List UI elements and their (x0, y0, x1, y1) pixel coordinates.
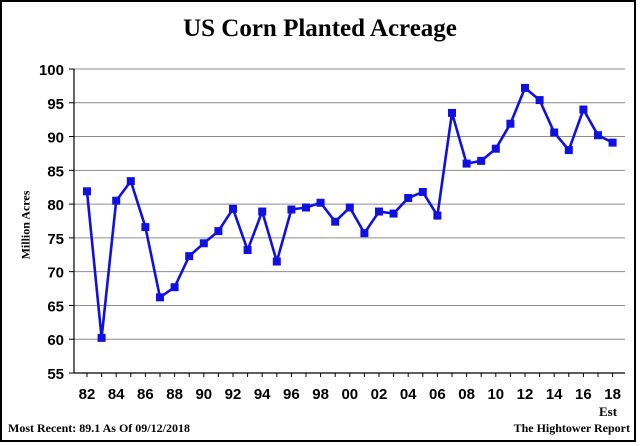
x-tick-label: 16 (575, 386, 592, 403)
x-tick-label: 02 (371, 386, 388, 403)
data-point-marker (433, 211, 442, 220)
data-point-marker (477, 156, 486, 165)
x-tick-label: 06 (429, 386, 446, 403)
data-point-marker (126, 177, 135, 186)
x-axis-est-note: Est (599, 404, 618, 419)
data-point-marker (462, 159, 471, 168)
data-point-marker (141, 223, 150, 232)
y-tick-label: 100 (39, 62, 64, 79)
x-tick-label: 98 (312, 386, 329, 403)
data-point-marker (418, 187, 427, 196)
x-tick-label: 04 (400, 386, 417, 403)
data-point-marker (389, 209, 398, 218)
data-point-marker (345, 203, 354, 212)
data-point-marker (535, 96, 544, 105)
y-tick-label: 75 (47, 231, 64, 248)
data-point-marker (550, 128, 559, 137)
data-point-marker (506, 119, 515, 128)
y-tick-label: 85 (47, 163, 64, 180)
data-point-marker (521, 83, 529, 92)
x-tick-label: 00 (341, 386, 358, 403)
data-point-marker (491, 144, 500, 153)
data-point-marker (185, 252, 194, 261)
data-point-marker (564, 146, 573, 155)
data-point-marker (360, 229, 369, 238)
data-point-marker (112, 196, 121, 205)
data-point-marker (229, 204, 237, 213)
y-tick-label: 90 (47, 130, 64, 147)
x-tick-label: 86 (137, 386, 154, 403)
source-credit: The Hightower Report (513, 421, 630, 435)
y-tick-label: 60 (47, 332, 64, 349)
data-point-marker (375, 207, 383, 216)
x-tick-label: 12 (517, 386, 534, 403)
data-point-marker (97, 333, 106, 342)
chart-title: US Corn Planted Acreage (183, 15, 457, 42)
data-point-marker (83, 187, 91, 196)
y-tick-label: 80 (47, 197, 64, 214)
x-tick-label: 10 (487, 386, 504, 403)
x-tick-label: 96 (283, 386, 300, 403)
data-point-marker (579, 105, 588, 114)
data-point-marker (287, 205, 296, 214)
data-point-marker (199, 239, 208, 248)
y-tick-label: 95 (47, 96, 64, 113)
x-tick-label: 14 (546, 386, 563, 403)
data-point-marker (214, 227, 223, 236)
most-recent-note: Most Recent: 89.1 As Of 09/12/2018 (8, 421, 190, 435)
data-point-marker (316, 198, 325, 207)
x-tick-label: 90 (195, 386, 212, 403)
data-point-marker (331, 217, 340, 226)
data-point-marker (448, 108, 456, 117)
series-line (85, 86, 614, 340)
x-tick-label: 82 (79, 386, 96, 403)
data-point-marker (243, 246, 252, 255)
x-tick-label: 08 (458, 386, 475, 403)
data-point-marker (272, 257, 281, 266)
data-point-marker (258, 207, 267, 216)
data-point-marker (594, 131, 602, 140)
data-point-marker (170, 283, 179, 292)
y-tick-label: 55 (47, 366, 64, 383)
y-tick-label: 70 (47, 265, 64, 282)
y-tick-label: 65 (47, 298, 64, 315)
x-tick-label: 84 (108, 386, 125, 403)
data-point-marker (156, 293, 164, 302)
data-point-marker (608, 138, 617, 147)
x-tick-label: 18 (604, 386, 621, 403)
x-tick-label: 94 (254, 386, 271, 403)
data-point-marker (302, 203, 310, 212)
data-point-marker (404, 194, 413, 203)
x-tick-label: 88 (166, 386, 183, 403)
x-tick-label: 92 (225, 386, 242, 403)
